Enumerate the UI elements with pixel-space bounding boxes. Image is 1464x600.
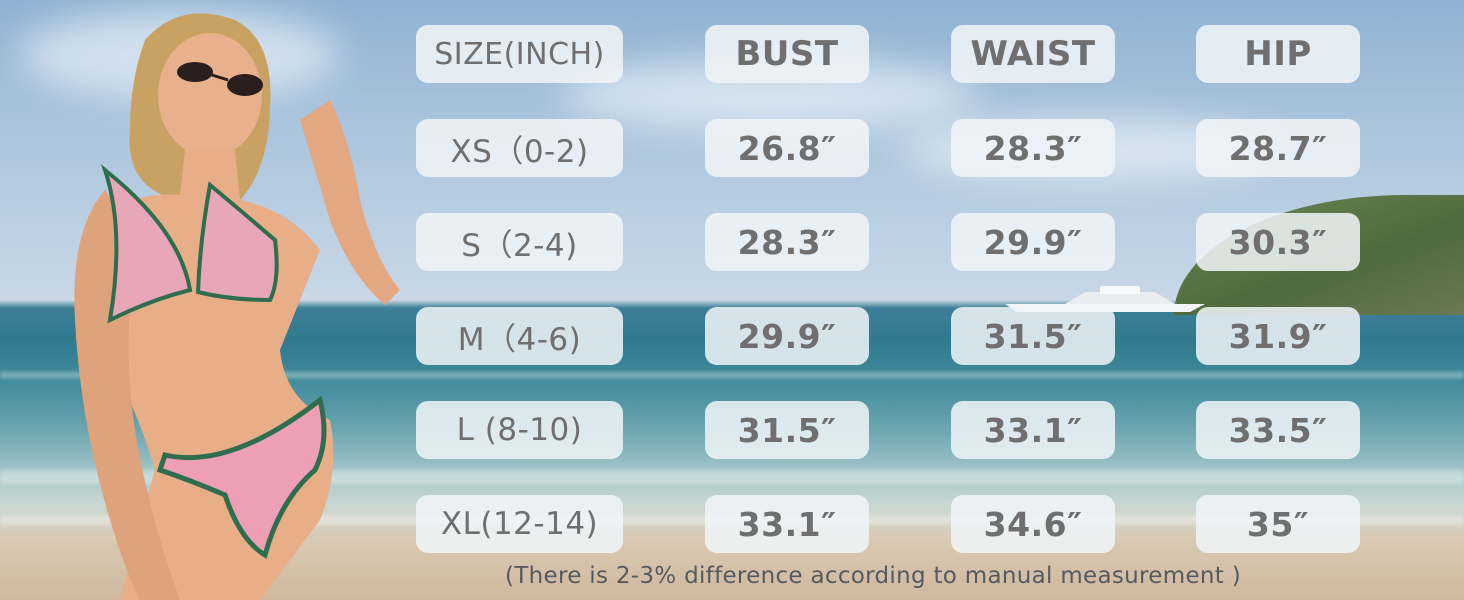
- size-xs: XS（0-2): [416, 119, 623, 177]
- header-hip: HIP: [1196, 25, 1360, 83]
- hip-xs: 28.7″: [1196, 119, 1360, 177]
- waist-l: 33.1″: [951, 401, 1115, 459]
- header-waist: WAIST: [951, 25, 1115, 83]
- size-xl: XL(12-14): [416, 495, 623, 553]
- hip-s: 30.3″: [1196, 213, 1360, 271]
- bust-xs: 26.8″: [705, 119, 869, 177]
- waist-m: 31.5″: [951, 307, 1115, 365]
- bust-m: 29.9″: [705, 307, 869, 365]
- model-photo: [74, 13, 400, 600]
- hip-m: 31.9″: [1196, 307, 1360, 365]
- wave-foam: [0, 470, 1464, 484]
- bust-l: 31.5″: [705, 401, 869, 459]
- size-s: S（2-4): [416, 213, 623, 271]
- waist-xs: 28.3″: [951, 119, 1115, 177]
- hip-l: 33.5″: [1196, 401, 1360, 459]
- bust-s: 28.3″: [705, 213, 869, 271]
- waist-s: 29.9″: [951, 213, 1115, 271]
- hip-xl: 35″: [1196, 495, 1360, 553]
- measurement-note: (There is 2-3% difference according to m…: [505, 563, 1241, 589]
- waist-xl: 34.6″: [951, 495, 1115, 553]
- wave-foam: [0, 372, 1464, 378]
- header-bust: BUST: [705, 25, 869, 83]
- size-m: M（4-6): [416, 307, 623, 365]
- size-l: L (8-10): [416, 401, 623, 459]
- header-size-inch: SIZE(INCH): [416, 25, 623, 83]
- bust-xl: 33.1″: [705, 495, 869, 553]
